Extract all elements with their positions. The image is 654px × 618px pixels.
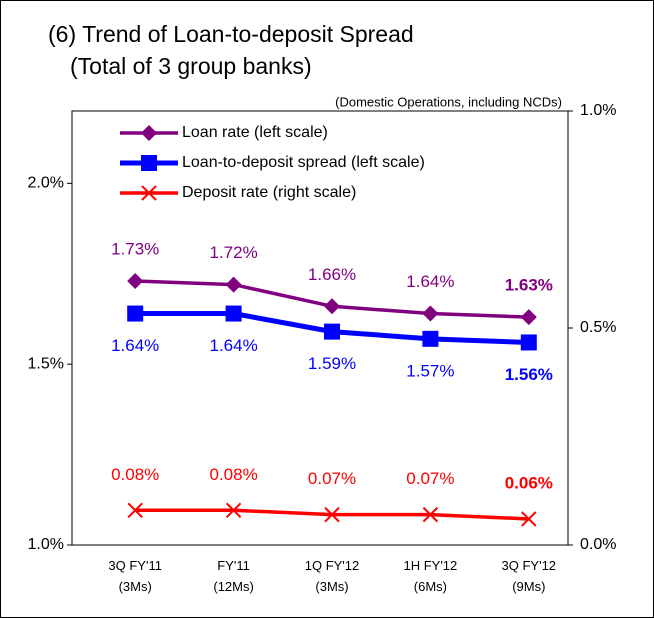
legend-label: Deposit rate (right scale) [182, 184, 356, 201]
data-label: 1.63% [505, 276, 553, 295]
y-tick-label: 2.0% [28, 175, 64, 192]
x-tick-label: 3Q FY'12 (9Ms) [501, 558, 557, 594]
data-point [324, 298, 340, 315]
data-label: 1.72% [209, 243, 257, 262]
data-point [324, 323, 340, 340]
data-label: 0.06% [505, 473, 553, 492]
data-point [127, 272, 144, 289]
data-label: 1.64% [406, 272, 454, 291]
data-label: 1.73% [111, 239, 159, 258]
x-tick-label: 3Q FY'11 (3Ms) [108, 558, 162, 594]
legend-label: Loan rate (left scale) [182, 124, 328, 141]
x-tick-label: FY'11 (12Ms) [213, 558, 254, 594]
data-label: 1.57% [406, 361, 454, 380]
data-point [127, 305, 144, 322]
chart-title: (6) Trend of Loan-to-deposit Spread [48, 21, 414, 47]
x-tick-label: 1Q FY'12 (3Ms) [304, 558, 360, 594]
legend-marker [141, 155, 157, 171]
data-label: 1.56% [505, 365, 553, 384]
y2-tick-label: 0.5% [580, 319, 616, 336]
data-label: 0.07% [406, 469, 454, 488]
chart-title: (Total of 3 group banks) [70, 53, 312, 79]
data-label: 1.64% [111, 336, 159, 355]
data-label: 0.08% [111, 465, 159, 484]
y2-tick-label: 0.0% [580, 536, 616, 553]
data-label: 1.64% [209, 336, 257, 355]
y-tick-label: 1.5% [28, 355, 64, 372]
y2-tick-label: 1.0% [580, 102, 616, 119]
data-point [324, 506, 340, 523]
data-label: 1.66% [308, 265, 356, 284]
legend-marker [141, 185, 157, 201]
data-point [521, 511, 537, 527]
data-label: 0.08% [209, 465, 257, 484]
data-point [422, 330, 439, 347]
data-point [422, 305, 439, 322]
data-point [225, 305, 242, 322]
data-point [520, 334, 537, 351]
subtitle: (Domestic Operations, including NCDs) [335, 94, 562, 109]
data-point [520, 309, 537, 326]
data-point [225, 276, 242, 293]
data-point [127, 502, 143, 518]
x-tick-label: 1H FY'12 (6Ms) [403, 558, 458, 594]
data-label: 0.07% [308, 469, 356, 488]
legend-marker [141, 125, 157, 141]
data-point [422, 506, 439, 523]
y-tick-label: 1.0% [28, 536, 64, 553]
legend-label: Loan-to-deposit spread (left scale) [182, 154, 425, 171]
data-point [225, 502, 242, 518]
data-label: 1.59% [308, 354, 356, 373]
